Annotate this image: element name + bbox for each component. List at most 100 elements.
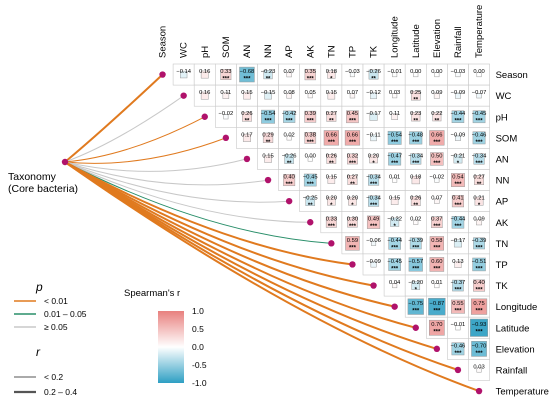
cell-season-longitude: −0.01 [383, 63, 406, 86]
cell-ak-elevation-value: 0.37 [431, 217, 442, 223]
cell-ak-longitude-value: −0.22 [387, 217, 402, 223]
cell-ph-an-fill [242, 111, 252, 122]
cell-ap-tk-fill [368, 195, 380, 207]
cell-longitude-elevation-sig: *** [433, 309, 441, 315]
cell-som-ak-value: 0.38 [305, 132, 316, 138]
cell-longitude-temperature: 0.75 *** [468, 295, 490, 318]
node-temperature [475, 387, 483, 395]
cell-ak-latitude: 0.02 [404, 211, 427, 234]
cell-wc-tk: −0.12 [362, 84, 385, 107]
cell-som-temperature-sig: *** [476, 140, 484, 146]
cell-season-an-value: −0.68 [240, 69, 255, 75]
cell-ph-elevation-fill [432, 112, 442, 122]
link-tk [64, 161, 374, 287]
cell-wc-temperature: −0.07 [468, 84, 490, 107]
cell-som-tp-sig: *** [349, 140, 357, 146]
cell-tn-rainfall-fill [453, 239, 462, 248]
cell-ap-tp-fill [348, 196, 357, 206]
cell-an-rainfall-fill [453, 154, 463, 164]
cell-latitude-elevation-fill [429, 319, 445, 336]
cell-tp-longitude-sig: *** [391, 266, 399, 272]
cell-som-tn-value: 0.66 [326, 132, 337, 138]
row-label-latitude: Latitude [496, 323, 530, 334]
cell-ap-temperature: 0.21* [468, 190, 490, 213]
cell-ap-ak-fill [305, 196, 316, 206]
cell-season-an-sig: *** [243, 77, 251, 83]
cell-season-latitude-value: 0.00 [410, 69, 421, 75]
cell-som-ap-value: 0.02 [284, 132, 295, 138]
cell-season-temperature-fill [476, 72, 482, 78]
cell-elevation-rainfall-sig: *** [454, 351, 462, 357]
cell-nn-ap-fill [283, 174, 296, 187]
cell-tn-elevation: 0.58*** [425, 232, 448, 255]
cell-ak-rainfall: −0.44*** [447, 211, 469, 234]
cell-season-ph-fill [200, 70, 209, 79]
node-nn [264, 176, 272, 184]
cell-tk-rainfall: −0.37 *** [447, 274, 469, 297]
cell-season-an: −0.68 *** [236, 63, 258, 86]
cell-wc-rainfall-fill [454, 92, 461, 99]
cell-tn-rainfall: −0.17 [447, 232, 469, 255]
cell-an-elevation-value: 0.50 [431, 153, 442, 159]
cell-ap-rainfall-fill [451, 195, 464, 208]
cell-tn-latitude: −0.39*** [404, 232, 427, 255]
link-tp [64, 161, 353, 266]
cell-som-latitude-fill [409, 131, 423, 145]
row-label-ap: AP [496, 197, 509, 208]
cell-tn-tk-fill [371, 240, 377, 246]
cell-season-tk-sig: ** [371, 77, 376, 83]
cell-nn-latitude-value: 0.18 [410, 175, 421, 181]
cell-ph-tp: 0.45 *** [341, 105, 364, 128]
link-elevation [64, 161, 438, 350]
link-season [64, 73, 164, 163]
cell-tk-rainfall-fill [452, 279, 464, 292]
cell-wc-tn: 0.15 [320, 84, 343, 107]
cell-season-ak-fill [304, 68, 316, 81]
cell-ph-nn-value: −0.54 [261, 111, 276, 117]
cell-ak-elevation-fill [431, 216, 443, 229]
cell-an-longitude-fill [388, 152, 402, 166]
cell-ph-rainfall-value: −0.44 [451, 111, 466, 117]
cell-an-ak-value: 0.00 [305, 153, 316, 159]
cell-som-elevation-sig: *** [433, 140, 441, 146]
link-an [64, 158, 248, 172]
cell-an-latitude-sig: *** [412, 161, 420, 167]
legend-p-title: p [35, 280, 43, 294]
cell-tk-temperature: 0.40 *** [468, 274, 490, 297]
cell-tk-temperature-value: 0.40 [473, 280, 484, 286]
cell-longitude-latitude-value: −0.75 [408, 301, 423, 307]
row-label-rainfall: Rainfall [496, 365, 528, 376]
legend-r-label-strong: 0.2 – 0.4 [44, 387, 77, 397]
cell-ak-rainfall-sig: *** [454, 224, 462, 230]
cell-tk-elevation-value: 0.01 [431, 280, 442, 286]
cell-wc-elevation-fill [433, 92, 440, 99]
cell-longitude-temperature-fill [470, 298, 488, 315]
cell-ap-tn-sig: * [330, 203, 333, 209]
cell-longitude-rainfall-fill [450, 299, 465, 314]
cell-som-rainfall: −0.09 [447, 127, 469, 149]
cell-tp-longitude-value: −0.45 [387, 259, 402, 265]
cell-tn-tp: 0.59*** [341, 232, 364, 255]
colorbar-tick-1: 1.0 [192, 306, 204, 316]
cell-ph-tn: 0.27 ** [320, 105, 343, 128]
cell-tk-latitude-value: −0.20 [408, 280, 423, 286]
cell-ap-tn-fill [327, 196, 336, 206]
cell-latitude-temperature-fill [470, 318, 489, 337]
cell-ph-tp-sig: *** [349, 119, 357, 125]
cell-an-tn: 0.26 ** [320, 148, 343, 170]
cell-ap-tn: 0.20* [320, 190, 343, 213]
cell-season-rainfall-fill [455, 72, 461, 78]
cell-ak-tk-value: 0.49 [368, 217, 379, 223]
column-label-season: Season [158, 26, 169, 58]
cell-ph-ak: 0.39 *** [299, 105, 322, 128]
cell-wc-longitude-fill [392, 93, 398, 99]
cell-an-temperature-sig: *** [476, 161, 484, 167]
cell-ph-tk: −0.17 [362, 105, 385, 128]
cell-an-longitude-value: −0.47 [387, 153, 402, 159]
cell-nn-longitude-fill [392, 177, 398, 183]
cell-ap-elevation-fill [434, 198, 440, 204]
cell-tp-tk-fill [370, 261, 377, 268]
cell-tn-latitude-value: −0.39 [408, 238, 423, 244]
cell-tn-latitude-sig: *** [412, 245, 420, 251]
cell-ph-ak-value: 0.39 [305, 111, 316, 117]
